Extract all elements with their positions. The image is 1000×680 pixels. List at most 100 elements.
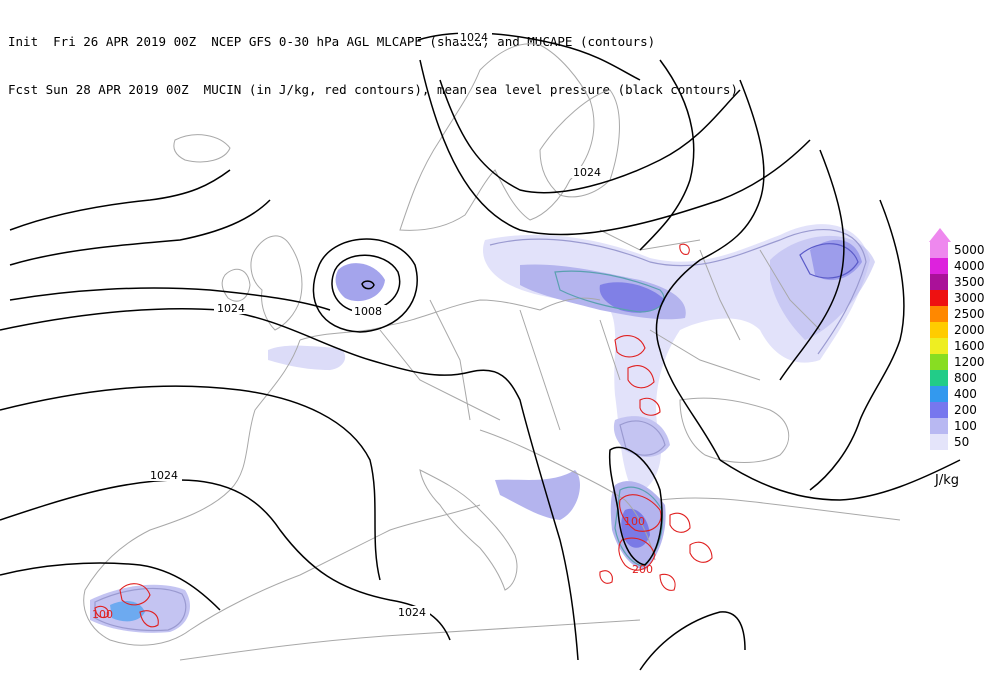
mucin-contour-10 [119,583,151,606]
legend-swatch [930,434,948,450]
mucape-contour-east [489,228,867,355]
coastlines [83,43,901,661]
isobar-scandi-2 [419,59,811,236]
mucin-contour-3 [639,397,661,416]
mucin-contour-6 [669,512,691,533]
mucin-contours [94,243,713,628]
isobar-1024-central [0,307,579,661]
coast-france-iberia [83,339,301,646]
cape-area-iberia-core [110,600,145,622]
legend-row: 100 [928,418,998,434]
isobar-east-1 [655,79,765,461]
mucin-contour-2 [627,365,655,389]
legend-swatch [930,386,948,402]
legend-swatch [930,306,948,322]
legend-units: J/kg [935,473,959,488]
isobar-low-1008 [331,254,401,313]
coast-british-isles [250,235,303,331]
legend-row: 3500 [928,274,998,290]
legend-row: 4000 [928,258,998,274]
legend-swatch [930,418,948,434]
legend-row: 5000 [928,242,998,258]
coast-black-sea [679,397,790,463]
cin-label-aegean: 200 [632,563,653,576]
header-line-forecast: Fcst Sun 28 APR 2019 00Z MUCIN (in J/kg,… [8,82,738,97]
legend-row: 50 [928,434,998,450]
isobar-north-1024 [417,32,641,81]
legend-row: 800 [928,370,998,386]
legend-label: 3500 [954,275,985,289]
legend-label: 1600 [954,339,985,353]
isobar-greece-low [608,446,663,566]
isobar-labels: 1024 1024 1024 1008 1024 1024 [148,31,604,619]
coast-mediterranean [189,504,481,631]
isobar-label-low: 1008 [354,305,382,318]
legend-label: 1200 [954,355,985,369]
border-lines-central [379,299,761,431]
coast-continent [299,297,601,341]
mucin-contour-12 [94,605,109,619]
legend-swatch [930,274,948,290]
cin-label-greece: 100 [624,515,645,528]
cape-area-russia-outer [770,235,875,340]
isobar-east-2 [779,149,845,381]
isobar-east-3 [809,199,905,491]
legend-label: 5000 [954,243,985,257]
legend-row: 200 [928,402,998,418]
legend-row: 400 [928,386,998,402]
isobar-low-ring2 [312,238,418,333]
legend-label: 400 [954,387,977,401]
cin-label-iberia: 100 [92,608,113,621]
legend-row: 1600 [928,338,998,354]
legend-row: 3000 [928,290,998,306]
isobar-low-inner [361,280,375,290]
header-line-init: Init Fri 26 APR 2019 00Z NCEP GFS 0-30 h… [8,34,656,49]
legend-swatch [930,402,948,418]
mucin-contour-4 [619,494,662,532]
mucin-contour-8 [599,570,613,584]
mucin-contour-13 [679,243,690,255]
legend-row: 1200 [928,354,998,370]
legend-row: 2500 [928,306,998,322]
coast-finland [539,89,620,198]
mucape-contour-iberia [94,587,187,632]
legend-row: 2000 [928,322,998,338]
cape-area-balkans [613,416,670,457]
legend-label: 200 [954,403,977,417]
legend-label: 4000 [954,259,985,273]
legend-label: 100 [954,419,977,433]
isobar-label-south: 1024 [150,469,178,482]
legend-swatch [930,290,948,306]
cape-area-benelux [268,345,346,370]
isobar-iberia [0,562,221,611]
isobar-bottom-east [639,611,746,671]
cape-area-core-east [599,282,665,313]
legend-swatch [930,258,948,274]
cin-labels: 100 200 100 [92,515,653,621]
coast-scandinavia [399,43,595,231]
mucin-contour-7 [689,541,713,563]
mucape-contour-russia [799,243,859,279]
coast-italy [419,469,518,591]
isobar-west-3 [9,287,331,311]
legend-swatch [930,322,948,338]
isobar-1024-south [0,479,451,641]
isobar-se [719,459,961,501]
mucin-contour-5 [618,537,656,571]
cape-shading [90,224,875,633]
coast-ireland [221,268,251,302]
coast-balkans [479,429,656,561]
legend-swatch [930,338,948,354]
isobar-label-north: 1024 [460,31,488,44]
isobar-label-mediterranean: 1024 [398,606,426,619]
legend-label: 50 [954,435,970,449]
isobar-label-west: 1024 [217,302,245,315]
legend-label: 800 [954,371,977,385]
isobar-mid-1 [0,385,381,581]
isobar-west-1 [9,169,231,231]
isobar-east-1024 [639,59,695,251]
isobar-west-2 [9,199,271,266]
cape-area-adriatic [495,470,580,520]
legend-swatch [930,354,948,370]
